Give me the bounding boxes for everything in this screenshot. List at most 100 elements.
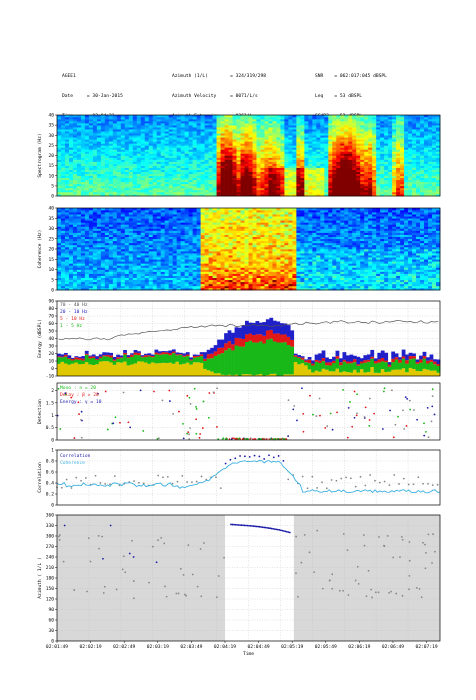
spectrogram-cell [408, 179, 413, 183]
spectrogram-cell [132, 153, 138, 156]
spectrogram-cell [248, 153, 253, 156]
spectrogram-cell [64, 163, 70, 166]
coherence-cell [88, 228, 94, 231]
spectrogram-cell [388, 159, 393, 162]
spectrogram-cell [312, 121, 317, 124]
spectrogram-cell [60, 135, 66, 138]
spectrogram-cell [188, 141, 193, 144]
spectrogram-cell [164, 125, 170, 128]
coherence-cell [116, 253, 122, 256]
spectrogram-cell [96, 159, 102, 162]
spectrogram-cell [124, 117, 130, 120]
spectrogram-cell [208, 161, 213, 164]
spectrogram-cell [340, 189, 345, 193]
spectrogram-cell [160, 119, 166, 122]
spectrogram-cell [104, 155, 110, 158]
spectrogram-cell [76, 145, 82, 148]
coherence-cell [156, 210, 162, 213]
coherence-cell [144, 263, 150, 266]
spectrogram-cell [332, 125, 337, 128]
spectrogram-cell [352, 137, 357, 140]
spectrogram-cell [372, 115, 377, 118]
spectrogram-cell [64, 183, 70, 187]
spectrogram-cell [256, 191, 261, 195]
spectrogram-cell [88, 187, 94, 191]
spectrogram-cell [104, 151, 110, 154]
spectrogram-cell [404, 169, 409, 172]
coherence-cell [116, 267, 122, 270]
coherence-cell [148, 238, 154, 242]
coherence-cell [64, 232, 70, 235]
spectrogram-cell [356, 187, 361, 191]
spectrogram-cell [352, 153, 357, 156]
spectrogram-cell [252, 153, 257, 156]
spectrogram-cell [344, 145, 349, 148]
spectrogram-cell [228, 151, 233, 154]
spectrogram-cell [420, 193, 425, 197]
coherence-cell [80, 253, 86, 256]
spectrogram-cell [224, 179, 229, 183]
spectrogram-cell [236, 121, 241, 124]
coherence-cell [64, 253, 70, 256]
coherence-cell [152, 275, 158, 278]
spectrogram-cell [236, 193, 241, 197]
spectrogram-cell [328, 181, 333, 185]
spectrogram-cell [184, 193, 189, 197]
spectrogram-cell [308, 149, 313, 152]
spectrogram-cell [204, 175, 209, 179]
spectrogram-cell [404, 143, 409, 146]
spectrogram-cell [164, 131, 170, 134]
spectrogram-cell [108, 149, 114, 152]
spectrogram-cell [364, 143, 369, 146]
spectrogram-cell [368, 169, 373, 172]
spectrogram-cell [248, 183, 253, 187]
coherence-cell [152, 259, 158, 262]
spectrogram-cell [312, 115, 317, 118]
spectrogram-cell [168, 131, 173, 134]
spectrogram-cell [196, 133, 201, 136]
spectrogram-cell [428, 131, 433, 134]
spectrogram-cell [116, 131, 122, 134]
spectrogram-cell [60, 141, 66, 144]
spectrogram-cell [152, 175, 158, 179]
spectrogram-cell [140, 115, 146, 118]
coherence-cell [108, 269, 114, 272]
coherence-cell [148, 283, 154, 287]
spectrogram-cell [172, 117, 177, 120]
coherence-cell [136, 271, 142, 274]
spectrogram-cell [436, 121, 441, 124]
spectrogram-cell [256, 141, 261, 144]
spectrogram-cell [220, 125, 225, 128]
coherence-cell [124, 251, 130, 254]
spectrogram-cell [412, 127, 417, 130]
spectrogram-cell [352, 187, 357, 191]
spectrogram-cell [416, 181, 421, 185]
coherence-cell [124, 224, 130, 227]
spectrogram-cell [376, 133, 381, 136]
spectrogram-cell [132, 143, 138, 146]
spectrogram-cell [184, 141, 189, 144]
coherence-cell [88, 259, 94, 262]
spectrogram-cell [104, 135, 110, 138]
spectrogram-cell [336, 131, 341, 134]
spectrogram-cell [212, 151, 217, 154]
coherence-cell [108, 214, 114, 217]
coherence-cell [100, 273, 106, 276]
coherence-cell [57, 259, 62, 262]
spectrogram-cell [188, 157, 193, 160]
spectrogram-cell [256, 181, 261, 185]
spectrogram-cell [388, 133, 393, 136]
spectrogram-cell [108, 171, 114, 175]
spectrogram-cell [332, 117, 337, 120]
coherence-cell [88, 244, 94, 248]
spectrogram-cell [420, 163, 425, 166]
spectrogram-cell [208, 191, 213, 195]
spectrogram-cell [200, 125, 205, 128]
spectrogram-cell [344, 161, 349, 164]
spectrogram-cell [352, 157, 357, 160]
coherence-cell [60, 253, 66, 256]
coherence-cell [144, 240, 150, 244]
spectrogram-cell [57, 187, 62, 191]
spectrogram-cell [316, 117, 321, 120]
coherence-cell [60, 226, 66, 229]
